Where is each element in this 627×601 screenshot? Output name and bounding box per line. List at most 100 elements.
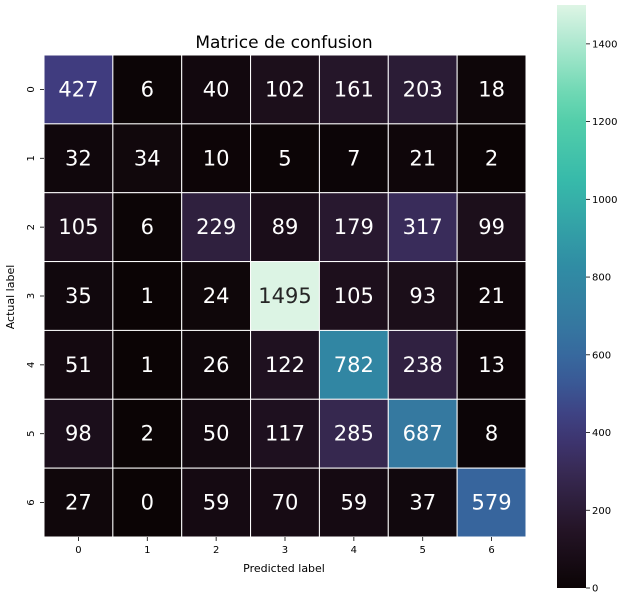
cell-value-label: 5	[278, 146, 291, 170]
cell-value-label: 1495	[258, 284, 311, 308]
y-axis-ticks: 0 1 2 3 4 5 6	[26, 86, 44, 506]
heatmap-cell	[181, 398, 252, 469]
y-axis-label: Actual label	[4, 265, 17, 330]
cell-value-label: 89	[272, 215, 299, 239]
heatmap-cell	[43, 54, 114, 125]
cell-value-label: 285	[334, 422, 374, 446]
y-tick-label: 2	[26, 224, 37, 230]
heatmap-cell	[181, 192, 252, 263]
heatmap-cell	[250, 398, 320, 469]
cell-value-label: 579	[472, 491, 512, 515]
cell-value-label: 34	[134, 146, 161, 170]
heatmap-cell	[456, 123, 527, 194]
colorbar-tick-label: 400	[592, 428, 611, 439]
cell-value-label: 6	[141, 215, 154, 239]
cell-value-label: 229	[196, 215, 236, 239]
y-tick-label: 0	[26, 86, 37, 92]
x-axis-ticks: 0 1 2 3 4 5 6	[75, 536, 495, 556]
cell-value-label: 24	[203, 284, 230, 308]
heatmap-cell	[318, 123, 389, 194]
cell-value-label: 26	[203, 353, 230, 377]
x-tick-label: 3	[282, 545, 288, 556]
heatmap-cell	[456, 467, 527, 538]
cell-value-label: 70	[272, 491, 299, 515]
cell-value-label: 32	[65, 146, 92, 170]
cell-value-label: 117	[265, 422, 305, 446]
heatmap-cell	[318, 398, 389, 469]
cell-value-label: 10	[203, 146, 230, 170]
x-tick-label: 1	[144, 545, 150, 556]
colorbar-tick-label: 800	[592, 273, 611, 284]
heatmap-cell	[387, 192, 458, 263]
cell-value-label: 99	[478, 215, 505, 239]
heatmap-cell	[387, 54, 458, 125]
x-tick-label: 4	[351, 545, 357, 556]
heatmap-cell	[43, 398, 114, 469]
x-tick-label: 0	[75, 545, 81, 556]
heatmap-cell	[456, 398, 527, 469]
cell-value-label: 238	[403, 353, 443, 377]
heatmap-cell	[318, 467, 389, 538]
heatmap-cell	[318, 192, 389, 263]
cell-value-label: 0	[141, 491, 154, 515]
heatmap-cell	[250, 54, 320, 125]
cell-value-label: 105	[58, 215, 98, 239]
y-tick-label: 1	[26, 155, 37, 161]
cell-value-label: 427	[58, 77, 98, 101]
heatmap-cell	[181, 467, 252, 538]
colorbar-tick-label: 0	[592, 584, 598, 595]
colorbar	[557, 5, 586, 588]
colorbar-tick-label: 200	[592, 506, 611, 517]
heatmap-cell	[112, 54, 183, 125]
heatmap-cell	[181, 123, 252, 194]
heatmap-cell	[387, 467, 458, 538]
heatmap-cell	[250, 467, 320, 538]
cell-value-label: 2	[141, 422, 154, 446]
y-tick-label: 3	[26, 293, 37, 299]
x-axis-label: Predicted label	[243, 562, 325, 575]
cell-value-label: 7	[347, 146, 360, 170]
cell-value-label: 317	[403, 215, 443, 239]
cell-value-label: 122	[265, 353, 305, 377]
heatmap-cell	[387, 261, 458, 331]
colorbar-tick-label: 600	[592, 350, 611, 361]
cell-value-label: 21	[409, 146, 436, 170]
colorbar-tick-label: 1200	[592, 117, 617, 128]
cell-value-label: 161	[334, 77, 374, 101]
cell-value-label: 50	[203, 422, 230, 446]
heatmap-cell	[112, 261, 183, 331]
cell-value-label: 13	[478, 353, 505, 377]
cell-value-label: 59	[340, 491, 367, 515]
heatmap-cell	[43, 467, 114, 538]
cell-value-label: 98	[65, 422, 92, 446]
heatmap-cell	[181, 329, 252, 400]
heatmap-cell	[112, 398, 183, 469]
cell-value-label: 51	[65, 353, 92, 377]
cell-value-label: 8	[485, 422, 498, 446]
colorbar-ticks: 0 200 400 600 800 1000 1200 1400	[586, 39, 617, 595]
cell-value-label: 93	[409, 284, 436, 308]
heatmap-cell	[456, 192, 527, 263]
x-tick-label: 5	[420, 545, 426, 556]
y-tick-label: 5	[26, 431, 37, 437]
cell-value-label: 1	[141, 353, 154, 377]
cell-value-label: 59	[203, 491, 230, 515]
cell-value-label: 1	[141, 284, 154, 308]
cell-value-label: 40	[203, 77, 230, 101]
heatmap-cell	[250, 261, 320, 331]
cell-value-label: 179	[334, 215, 374, 239]
heatmap-cell	[43, 261, 114, 331]
cell-value-label: 27	[65, 491, 92, 515]
cell-value-label: 35	[65, 284, 92, 308]
colorbar-tick-label: 1000	[592, 195, 617, 206]
cell-value-label: 687	[403, 422, 443, 446]
cell-value-label: 6	[141, 77, 154, 101]
heatmap-cell	[181, 54, 252, 125]
heatmap-cell	[456, 261, 527, 331]
y-tick-label: 4	[26, 362, 37, 368]
x-tick-label: 6	[488, 545, 494, 556]
heatmap-cell	[43, 329, 114, 400]
heatmap-cell	[250, 192, 320, 263]
y-tick-label: 6	[26, 499, 37, 505]
